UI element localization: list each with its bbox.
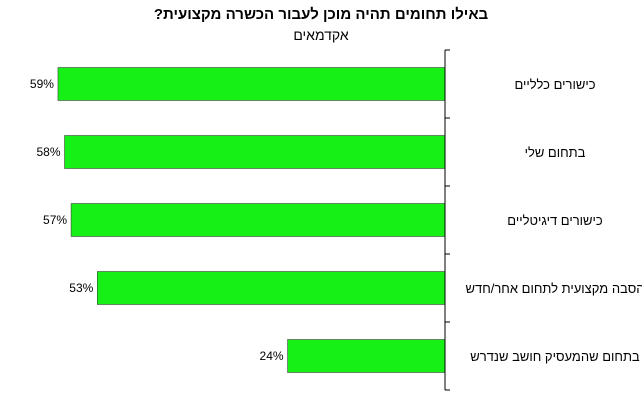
chart-title: באילו תחומים תהיה מוכן לעבור הכשרה מקצוע… — [153, 6, 489, 23]
value-label-1: 59% — [30, 77, 54, 91]
labels-layer: 59% כישורים כלליים 58% בתחום שלי 57% כישורים … — [30, 77, 642, 364]
value-label-5: 24% — [260, 349, 284, 363]
chart-subtitle: אקדמאים — [293, 27, 349, 43]
bar-3 — [70, 203, 446, 237]
category-label-4: הסבה מקצועית לתחום אחר/חדש — [466, 281, 642, 296]
category-label-3: כישורים דיגיטליים — [507, 213, 603, 228]
bar-4 — [97, 271, 446, 305]
bar-2 — [64, 135, 446, 169]
category-label-2: בתחום שלי — [525, 145, 586, 160]
category-label-1: כישורים כלליים — [514, 77, 595, 92]
category-label-5: בתחום שהמעסיק חושב שנדרש — [470, 349, 640, 364]
bar-5 — [287, 339, 446, 373]
bars-layer — [57, 67, 446, 373]
bar-1 — [57, 67, 446, 101]
axis-layer — [444, 49, 450, 391]
value-label-4: 53% — [69, 281, 93, 295]
value-label-2: 58% — [36, 145, 60, 159]
value-label-3: 57% — [43, 213, 67, 227]
